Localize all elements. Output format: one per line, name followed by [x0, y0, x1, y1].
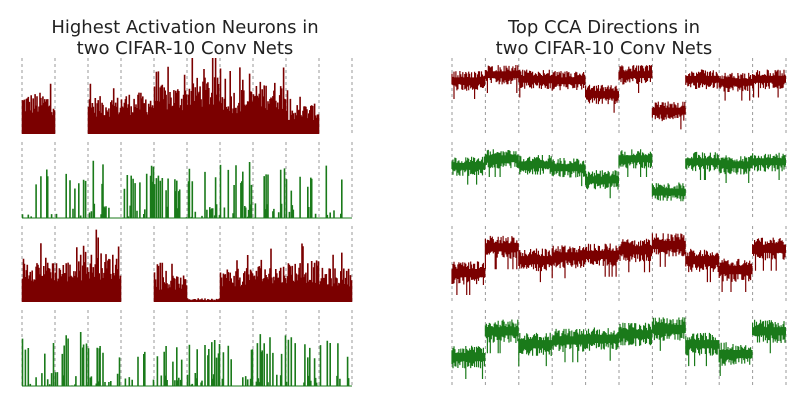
left-title-line-2: two CIFAR-10 Conv Nets: [76, 38, 294, 59]
left-panel-title: Highest Activation Neurons in two CIFAR-…: [0, 17, 370, 59]
chart1-row-1: [451, 142, 787, 218]
chart1-series-0: [451, 65, 786, 130]
right-title-line-1: Top CCA Directions in: [507, 17, 701, 38]
chart1-row-3: [451, 310, 787, 386]
right-title-line-2: two CIFAR-10 Conv Nets: [495, 38, 713, 59]
chart0-series-2: [21, 229, 353, 302]
right-panel-title: Top CCA Directions in two CIFAR-10 Conv …: [424, 17, 784, 59]
chart0-row-2: [21, 226, 353, 302]
cca-directions-chart: [451, 58, 787, 386]
left-title-line-1: Highest Activation Neurons in: [51, 17, 319, 38]
activation-neurons-chart: [21, 58, 353, 387]
chart0-series-1: [21, 160, 348, 218]
chart0-row-3: [21, 310, 353, 387]
chart1-row-2: [451, 226, 787, 302]
chart1-series-3: [451, 317, 786, 379]
chart0-row-1: [21, 142, 353, 219]
chart1-series-1: [451, 149, 786, 202]
chart1-series-2: [451, 233, 786, 295]
chart0-series-0: [21, 58, 320, 134]
chart0-row-0: [21, 58, 353, 134]
chart0-series-3: [21, 332, 350, 386]
chart1-row-0: [451, 58, 787, 134]
